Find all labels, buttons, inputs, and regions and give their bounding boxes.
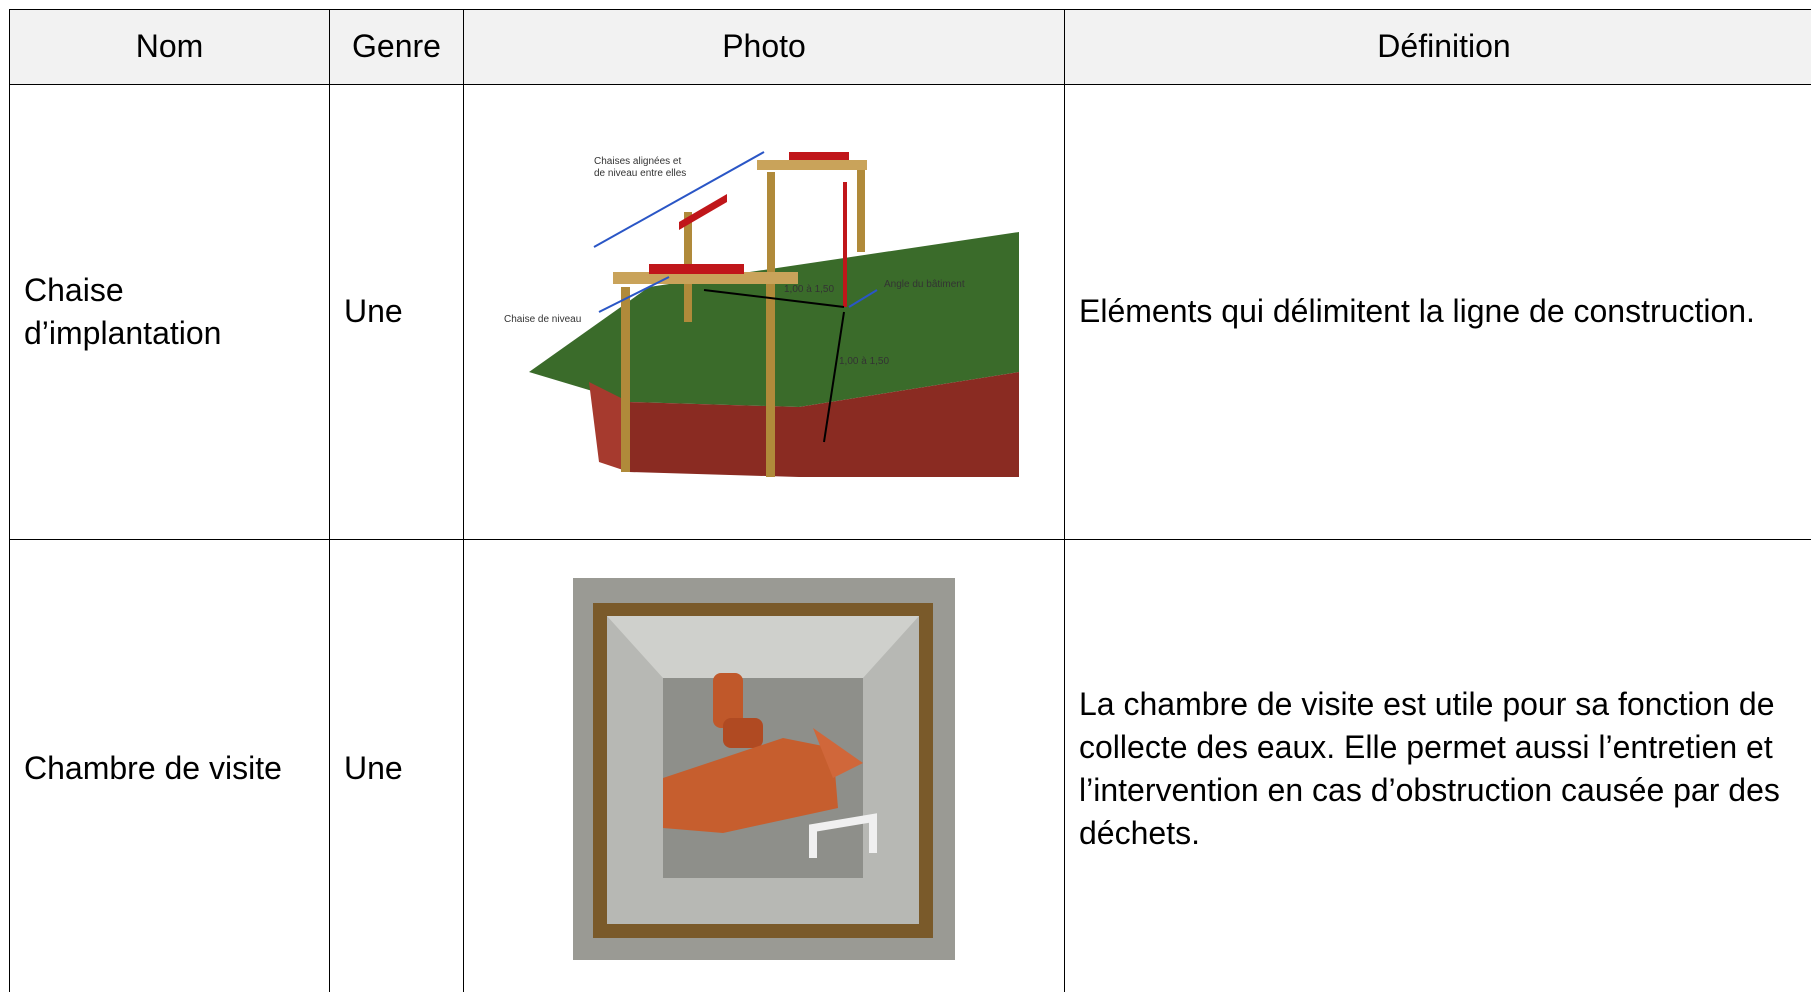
photo-label: 1,00 à 1,50 bbox=[839, 356, 889, 367]
arrows bbox=[593, 151, 878, 313]
name-cell: Chaise d’implantation bbox=[9, 84, 330, 540]
photo-label: Chaise de niveau bbox=[504, 314, 581, 325]
dimension-lines bbox=[703, 289, 845, 443]
name-text: Chambre de visite bbox=[24, 750, 282, 787]
header-text: Genre bbox=[352, 28, 441, 65]
photo-label: 1,00 à 1,50 bbox=[784, 284, 834, 295]
definition-cell: Eléments qui délimitent la ligne de cons… bbox=[1064, 84, 1811, 540]
photo-label: Angle du bâtiment bbox=[884, 279, 965, 290]
genre-text: Une bbox=[344, 293, 403, 330]
header-cell: Nom bbox=[9, 9, 330, 85]
header-cell: Photo bbox=[463, 9, 1065, 85]
soil bbox=[629, 372, 1019, 477]
pole bbox=[843, 182, 847, 307]
header-cell: Définition bbox=[1064, 9, 1811, 85]
levels bbox=[649, 152, 849, 274]
header-text: Photo bbox=[722, 28, 806, 65]
photo bbox=[573, 578, 955, 960]
definition-text: La chambre de visite est utile pour sa f… bbox=[1079, 685, 1780, 852]
genre-cell: Une bbox=[329, 539, 464, 992]
illustration: Chaises alignées et de niveau entre elle… bbox=[504, 151, 1019, 477]
photo-cell bbox=[463, 539, 1065, 992]
genre-cell: Une bbox=[329, 84, 464, 540]
header-text: Définition bbox=[1377, 28, 1511, 65]
header-text: Nom bbox=[135, 28, 204, 65]
photo-label: Chaises alignées et bbox=[594, 156, 681, 167]
name-cell: Chambre de visite bbox=[9, 539, 330, 992]
name-text: Chaise d’implantation bbox=[24, 271, 222, 351]
header-cell: Genre bbox=[329, 9, 464, 85]
soil-side bbox=[589, 382, 629, 472]
photo-cell: Chaises alignées et de niveau entre elle… bbox=[463, 84, 1065, 540]
definition-text: Eléments qui délimitent la ligne de cons… bbox=[1079, 293, 1755, 330]
genre-text: Une bbox=[344, 750, 403, 787]
definition-cell: La chambre de visite est utile pour sa f… bbox=[1064, 539, 1811, 992]
photo-label: de niveau entre elles bbox=[594, 168, 686, 179]
